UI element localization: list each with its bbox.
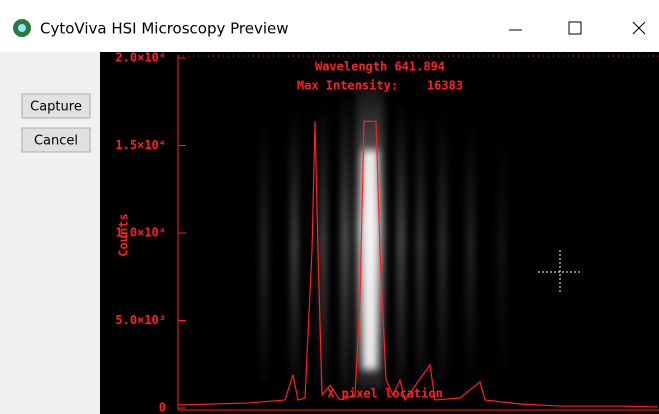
screen: CytoViva HSI Microscopy Preview Capture … <box>0 0 659 414</box>
cancel-label[interactable]: Cancel <box>34 134 78 149</box>
y-tick-label: 2.0×10⁴ <box>115 51 166 65</box>
intensity-annotation: Max Intensity: 16383 <box>297 79 463 93</box>
y-tick-label: 1.5×10⁴ <box>115 138 166 152</box>
capture-label[interactable]: Capture <box>30 100 82 115</box>
y-tick-label: 1.0×10⁴ <box>115 226 166 240</box>
y-tick-label: 5.0×10³ <box>115 313 166 327</box>
y-tick-label: 0 <box>159 401 166 414</box>
wavelength-annotation: Wavelength 641.894 <box>315 60 445 74</box>
window-title: CytoViva HSI Microscopy Preview <box>40 20 289 38</box>
